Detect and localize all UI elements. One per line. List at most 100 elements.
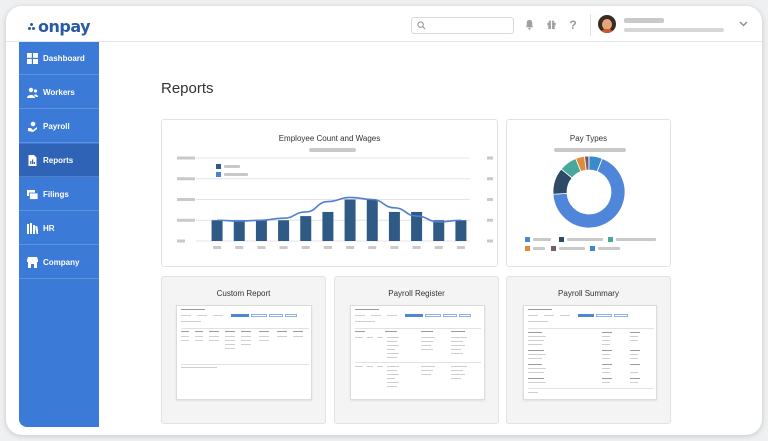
donut-slice	[588, 155, 603, 173]
sidebar-item-label: Reports	[43, 156, 74, 165]
x-tick-label	[368, 246, 377, 249]
bar	[388, 211, 400, 241]
series-line	[217, 196, 461, 223]
bar	[278, 220, 290, 241]
pay-types-donut	[552, 155, 626, 229]
legend-swatch	[525, 237, 530, 242]
chevron-down-icon[interactable]	[739, 19, 748, 30]
app-window: onpay ? Dashboard	[6, 6, 762, 435]
custom-report-card[interactable]: Custom Report	[161, 276, 326, 424]
x-tick-label	[301, 246, 310, 249]
card-subtitle-placeholder	[309, 148, 356, 152]
legend-swatch	[608, 237, 613, 242]
y-tick-label	[177, 198, 195, 201]
filings-icon	[27, 190, 38, 200]
legend-swatch	[525, 246, 530, 251]
bar	[255, 220, 267, 241]
y-tick-label	[177, 177, 195, 181]
x-tick-label	[456, 246, 465, 249]
sidebar-item-dashboard[interactable]: Dashboard	[19, 42, 99, 75]
x-tick-label	[434, 246, 443, 249]
employee-count-card[interactable]: Employee Count and Wages	[161, 119, 498, 267]
sidebar-item-label: Company	[43, 258, 80, 267]
custom-report-thumbnail	[176, 305, 312, 400]
search-input[interactable]	[411, 17, 514, 34]
x-tick-label	[323, 246, 332, 249]
page-title: Reports	[161, 80, 214, 97]
card-title: Payroll Register	[388, 289, 445, 298]
donut-slice	[552, 158, 626, 229]
card-title: Pay Types	[569, 134, 608, 143]
card-subtitle-placeholder	[554, 148, 626, 152]
header-divider	[590, 14, 591, 36]
y2-tick-label	[487, 156, 493, 160]
card-title: Payroll Summary	[558, 289, 619, 298]
sidebar-item-reports[interactable]: Reports	[19, 144, 99, 177]
search-icon	[417, 21, 426, 30]
company-icon	[27, 257, 38, 268]
y-tick-label	[177, 239, 185, 243]
sidebar-item-label: HR	[43, 224, 55, 233]
legend-swatch	[559, 237, 564, 242]
bar	[322, 211, 334, 241]
sidebar-item-payroll[interactable]: Payroll	[19, 110, 99, 143]
bar	[233, 220, 245, 241]
bar	[455, 220, 467, 241]
sidebar: Dashboard Workers Payroll Reports Filing…	[19, 42, 99, 427]
x-tick-label	[279, 246, 288, 249]
sidebar-item-hr[interactable]: HR	[19, 212, 99, 245]
top-bar: onpay ?	[6, 6, 762, 42]
legend-label-placeholder	[224, 165, 240, 168]
x-tick-label	[390, 246, 399, 249]
payroll-register-thumbnail	[350, 305, 485, 400]
user-name-placeholder	[624, 18, 664, 23]
logo-text: onpay	[38, 17, 91, 36]
hr-icon	[27, 223, 38, 234]
pay-types-card[interactable]: Pay Types	[506, 119, 671, 267]
bar	[344, 199, 356, 241]
bar	[366, 199, 378, 241]
legend-label-placeholder	[224, 173, 248, 176]
sidebar-item-company[interactable]: Company	[19, 246, 99, 279]
employee-chart	[177, 156, 493, 249]
bell-icon[interactable]	[523, 19, 535, 31]
y-tick-label	[177, 156, 195, 160]
card-title: Custom Report	[216, 289, 271, 298]
sidebar-item-label: Dashboard	[43, 54, 85, 63]
payroll-icon	[28, 121, 37, 132]
legend-label-placeholder	[598, 247, 620, 250]
y2-tick-label	[487, 239, 493, 243]
payroll-summary-card[interactable]: Payroll Summary	[506, 276, 671, 424]
gift-icon[interactable]	[545, 19, 557, 31]
payroll-register-card[interactable]: Payroll Register	[334, 276, 499, 424]
legend-label-placeholder	[559, 247, 585, 250]
legend-swatch-bar	[216, 164, 221, 169]
legend-label-placeholder	[567, 238, 603, 241]
bar	[433, 220, 445, 241]
user-avatar[interactable]	[598, 15, 616, 33]
bar	[411, 211, 423, 241]
y-tick-label	[177, 218, 195, 222]
y2-tick-label	[487, 177, 493, 181]
x-tick-label	[346, 246, 355, 249]
x-tick-label	[235, 246, 244, 249]
user-company-placeholder	[624, 28, 724, 32]
help-icon[interactable]: ?	[569, 18, 577, 32]
legend-label-placeholder	[533, 247, 545, 250]
logo-dots-icon	[28, 23, 36, 31]
sidebar-item-filings[interactable]: Filings	[19, 178, 99, 211]
x-tick-label	[412, 246, 421, 249]
onpay-logo[interactable]: onpay	[28, 17, 91, 36]
sidebar-item-label: Filings	[43, 190, 69, 199]
sidebar-item-workers[interactable]: Workers	[19, 76, 99, 109]
dashboard-icon	[27, 53, 38, 64]
legend-swatch-line	[216, 172, 221, 177]
reports-icon	[28, 155, 37, 166]
legend-swatch	[551, 246, 556, 251]
sidebar-item-label: Workers	[43, 88, 75, 97]
bar	[211, 220, 223, 241]
x-tick-label	[257, 246, 266, 249]
y2-tick-label	[487, 218, 493, 222]
legend-label-placeholder	[533, 238, 551, 241]
x-tick-label	[213, 246, 222, 249]
